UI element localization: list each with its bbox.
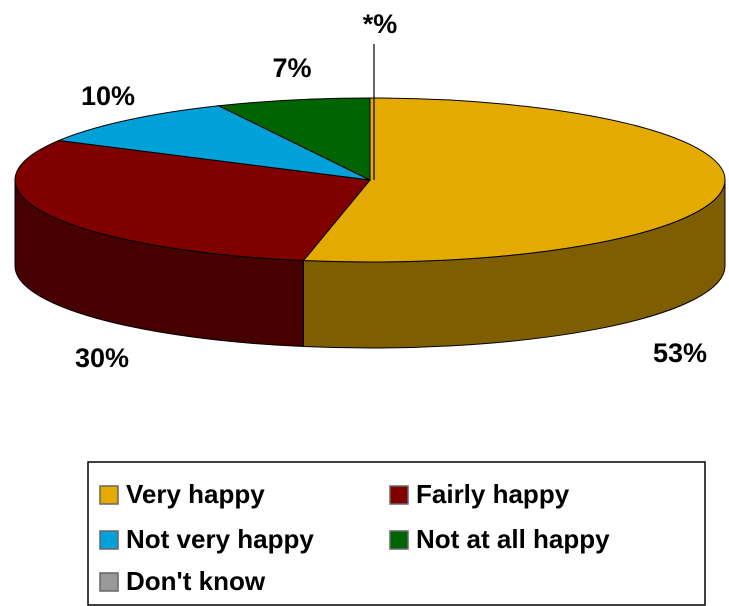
legend-label: Very happy <box>126 479 265 509</box>
data-label: 7% <box>272 53 311 83</box>
data-label: 53% <box>653 338 707 368</box>
pie-slice <box>302 97 726 263</box>
data-label: 10% <box>81 81 135 111</box>
legend-swatch <box>389 485 409 505</box>
legend-swatch <box>99 530 119 550</box>
legend-swatch <box>389 530 409 550</box>
legend-swatch <box>99 572 119 592</box>
pie-slice <box>56 105 371 181</box>
data-label: 30% <box>75 343 129 373</box>
legend-swatch <box>99 485 119 505</box>
legend-label: Not at all happy <box>416 524 610 554</box>
legend-label: Not very happy <box>126 524 314 554</box>
pie-tops <box>14 97 726 263</box>
legend-label: Fairly happy <box>416 479 570 509</box>
pie-slice <box>14 139 371 262</box>
data-label: *% <box>363 9 398 39</box>
pie-slice <box>217 97 371 181</box>
legend-label: Don't know <box>126 566 266 596</box>
